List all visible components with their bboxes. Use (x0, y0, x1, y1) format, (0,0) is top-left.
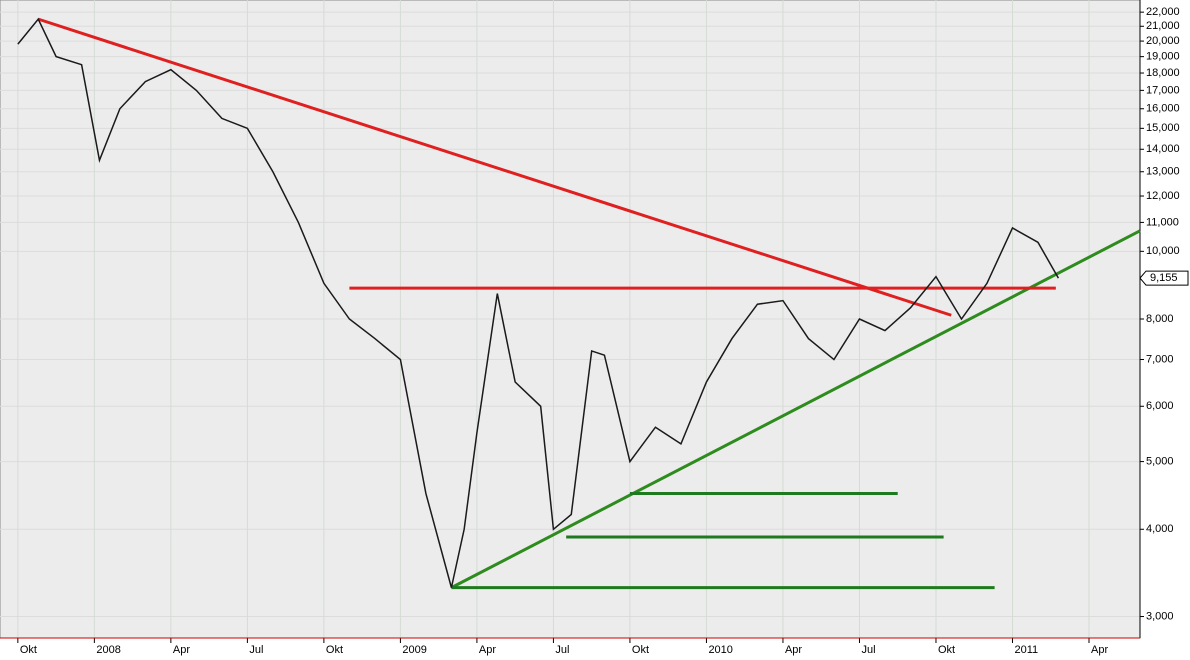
y-tick-label: 12,000 (1146, 190, 1180, 202)
x-tick-label: 2008 (96, 644, 120, 656)
last-value-label: 9,155 (1150, 272, 1178, 284)
y-tick-label: 14,000 (1146, 143, 1180, 155)
trend-line (450, 229, 1141, 589)
y-tick-label: 6,000 (1146, 400, 1174, 412)
x-tick-label: Jul (555, 644, 569, 656)
x-tick-label: Jul (249, 644, 263, 656)
x-tick-label: Jul (861, 644, 875, 656)
x-tick-label: Apr (479, 644, 496, 656)
y-tick-label: 15,000 (1146, 122, 1180, 134)
y-tick-label: 4,000 (1146, 523, 1174, 535)
x-tick-label: Okt (326, 644, 343, 656)
y-tick-label: 13,000 (1146, 166, 1180, 178)
y-tick-label: 20,000 (1146, 35, 1180, 47)
x-tick-label: Apr (1091, 644, 1108, 656)
y-tick-label: 21,000 (1146, 20, 1180, 32)
x-tick-label: Apr (173, 644, 190, 656)
y-tick-label: 7,000 (1146, 353, 1174, 365)
y-tick-label: 11,000 (1146, 216, 1179, 228)
y-tick-label: 22,000 (1146, 6, 1180, 18)
y-tick-label: 3,000 (1146, 610, 1174, 622)
x-tick-label: Okt (938, 644, 955, 656)
y-tick-label: 8,000 (1146, 313, 1174, 325)
y-tick-label: 18,000 (1146, 67, 1180, 79)
x-tick-label: 2009 (402, 644, 426, 656)
y-tick-label: 10,000 (1146, 245, 1180, 257)
y-tick-label: 19,000 (1146, 51, 1180, 63)
y-tick-label: 5,000 (1146, 455, 1174, 467)
x-tick-label: 2011 (1014, 644, 1038, 656)
y-tick-label: 17,000 (1146, 84, 1180, 96)
price-line (17, 17, 1060, 588)
y-tick-label: 16,000 (1146, 103, 1180, 115)
last-value-marker (1139, 270, 1189, 286)
x-tick-label: Okt (20, 644, 37, 656)
x-tick-label: Apr (785, 644, 802, 656)
x-tick-label: Okt (632, 644, 649, 656)
trend-line (37, 17, 952, 317)
x-tick-label: 2010 (708, 644, 732, 656)
